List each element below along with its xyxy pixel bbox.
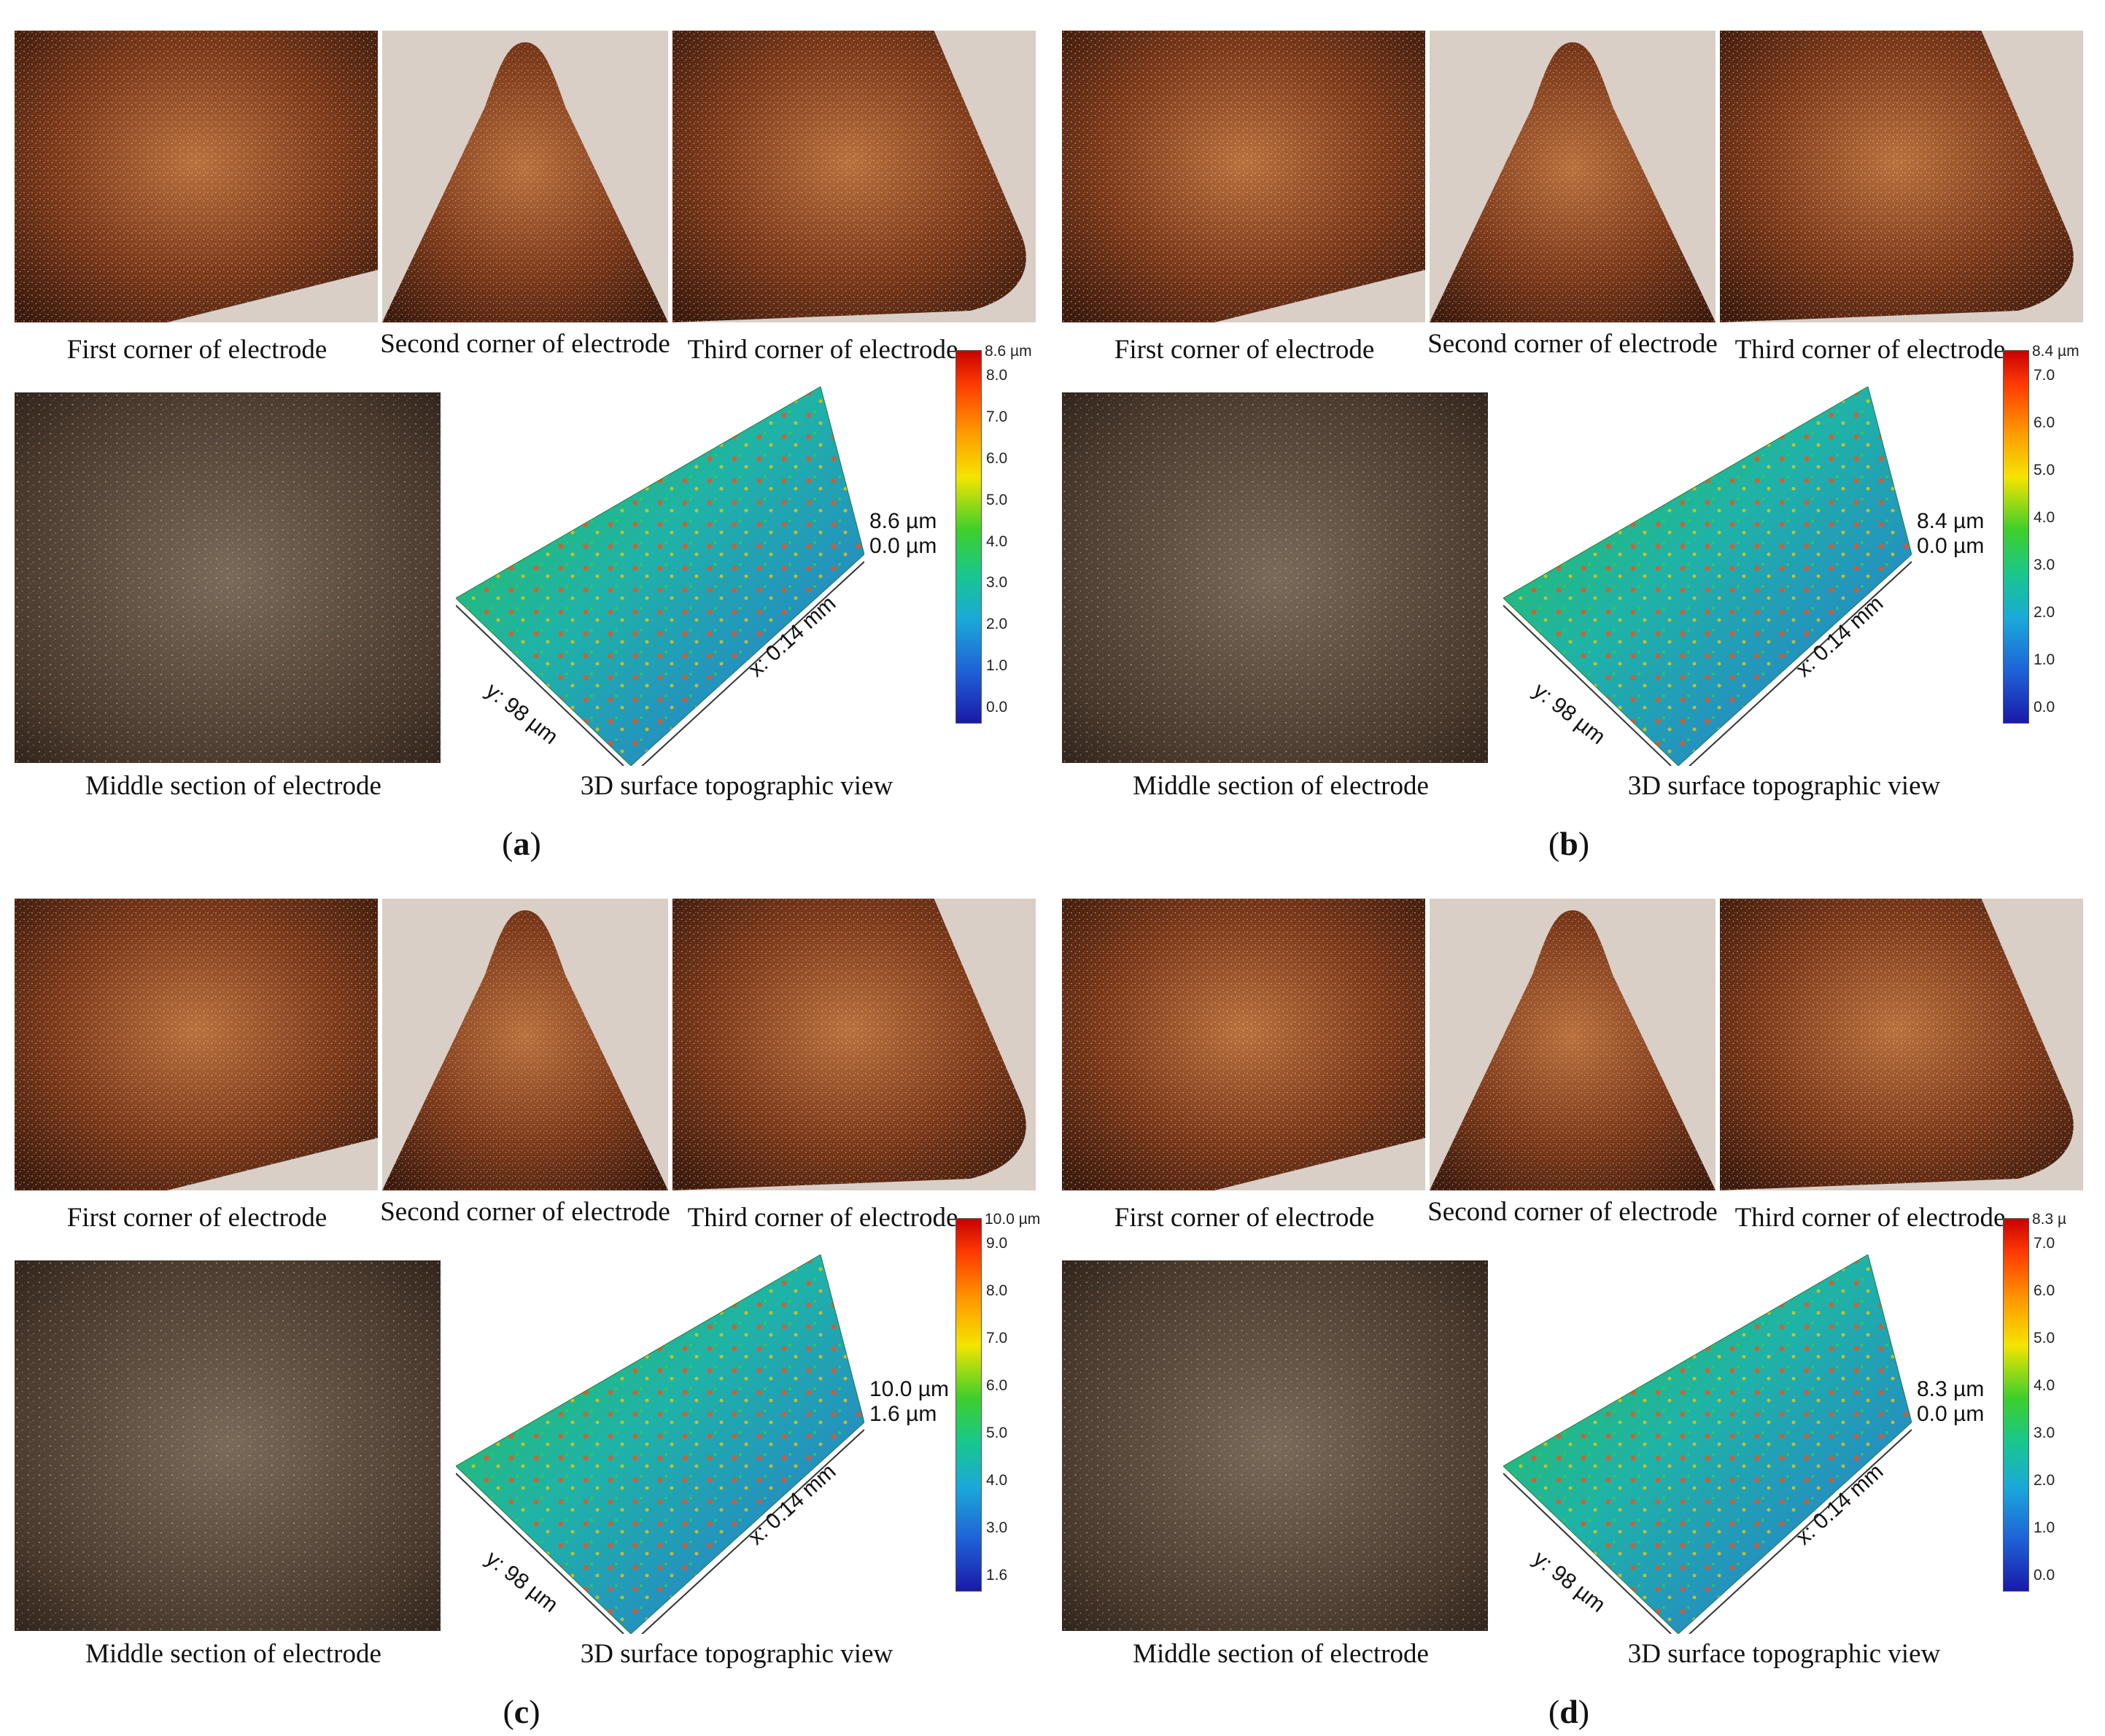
- third-corner-photo: [672, 899, 1036, 1190]
- surface-3d-plot: [1503, 1255, 1912, 1634]
- colorbar-tick: 5.0: [2034, 1330, 2055, 1346]
- middle-section-caption: Middle section of electrode: [85, 771, 381, 801]
- first-corner-caption: First corner of electrode: [1114, 1203, 1375, 1233]
- height-max-label: 8.4 µm: [1917, 509, 1985, 533]
- middle-section-photo: [15, 1260, 441, 1631]
- surface-3d-plot: [456, 1255, 864, 1634]
- colorbar-tick: 2.0: [986, 616, 1008, 633]
- panel-d: First corner of electrode Second corner …: [1062, 890, 2090, 1736]
- height-max-label: 10.0 µm: [869, 1377, 949, 1401]
- third-corner-photo: [1720, 899, 2083, 1190]
- colorbar-tick: 2.0: [2034, 1472, 2055, 1489]
- middle-section-photo: [15, 392, 441, 763]
- third-corner-caption: Third corner of electrode: [687, 1203, 958, 1233]
- colorbar-tick: 8.0: [986, 367, 1008, 384]
- third-corner-caption: Third corner of electrode: [1734, 1203, 2006, 1233]
- second-corner-photo: [382, 899, 668, 1190]
- colorbar-tick: 0.0: [2034, 699, 2055, 716]
- first-corner-photo: [1062, 899, 1425, 1190]
- surface-view-caption: 3D surface topographic view: [580, 1639, 893, 1669]
- panel-a: First corner of electrode Second corner …: [15, 22, 1043, 868]
- height-max-label: 8.6 µm: [869, 509, 937, 533]
- height-min-label: 0.0 µm: [869, 534, 937, 558]
- middle-section-caption: Middle section of electrode: [1133, 771, 1429, 801]
- panel-letter: (a): [502, 825, 541, 862]
- first-corner-photo: [1062, 31, 1425, 322]
- colorbar-tick: 6.0: [986, 1377, 1008, 1394]
- second-corner-caption: Second corner of electrode: [1427, 1197, 1718, 1227]
- panel-b: First corner of electrode Second corner …: [1062, 22, 2090, 868]
- colorbar-tick: 5.0: [2034, 462, 2055, 478]
- colorbar-tick: 4.0: [2034, 1377, 2055, 1394]
- panel-letter: (b): [1548, 825, 1590, 862]
- surface-3d-plot: [456, 387, 864, 766]
- colorbar-tick: 4.0: [2034, 509, 2055, 526]
- colorbar-tick: 3.0: [2034, 557, 2055, 573]
- colorbar-tick: 3.0: [986, 574, 1008, 592]
- surface-3d-plot: [1503, 387, 1912, 766]
- third-corner-photo: [672, 31, 1036, 322]
- colorbar-tick: 8.0: [986, 1282, 1008, 1299]
- third-corner-caption: Third corner of electrode: [687, 335, 958, 365]
- middle-section-photo: [1062, 392, 1488, 763]
- colorbar-top-label: 8.3 µ: [2032, 1211, 2067, 1228]
- panel-letter: (c): [503, 1693, 540, 1730]
- height-max-label: 8.3 µm: [1917, 1377, 1985, 1401]
- colorbar-tick: 6.0: [986, 449, 1008, 467]
- colorbar-tick: 7.0: [2034, 1235, 2055, 1252]
- colorbar-tick: 7.0: [2034, 367, 2055, 384]
- first-corner-photo: [15, 31, 378, 322]
- colorbar-tick: 9.0: [986, 1235, 1008, 1252]
- second-corner-caption: Second corner of electrode: [380, 329, 670, 359]
- colorbar-tick: 4.0: [986, 1472, 1008, 1489]
- second-corner-photo: [1430, 899, 1716, 1190]
- first-corner-caption: First corner of electrode: [66, 1203, 327, 1233]
- second-corner-photo: [382, 31, 668, 322]
- colorbar-tick: 5.0: [986, 1425, 1008, 1441]
- colorbar-tick: 1.0: [2034, 651, 2055, 668]
- middle-section-caption: Middle section of electrode: [1133, 1639, 1429, 1669]
- color-scale-bar: [2003, 350, 2029, 724]
- surface-view-caption: 3D surface topographic view: [1627, 771, 1941, 801]
- color-scale-bar: [955, 350, 982, 724]
- colorbar-tick: 5.0: [986, 491, 1008, 508]
- height-min-label: 0.0 µm: [1917, 1402, 1985, 1426]
- third-corner-photo: [1720, 31, 2083, 322]
- first-corner-photo: [15, 899, 378, 1190]
- first-corner-caption: First corner of electrode: [66, 335, 327, 365]
- surface-view-caption: 3D surface topographic view: [1627, 1639, 1941, 1669]
- panel-c: First corner of electrode Second corner …: [15, 890, 1043, 1736]
- colorbar-tick: 1.6: [986, 1567, 1008, 1584]
- height-min-label: 1.6 µm: [869, 1402, 937, 1426]
- second-corner-photo: [1430, 31, 1716, 322]
- surface-view-caption: 3D surface topographic view: [580, 771, 893, 801]
- colorbar-tick: 7.0: [986, 1330, 1008, 1346]
- colorbar-tick: 0.0: [2034, 1567, 2055, 1584]
- colorbar-top-label: 8.6 µm: [985, 343, 1032, 360]
- color-scale-bar: [2003, 1218, 2029, 1592]
- colorbar-tick: 6.0: [2034, 1282, 2055, 1299]
- middle-section-caption: Middle section of electrode: [85, 1639, 381, 1669]
- panel-letter: (d): [1548, 1693, 1590, 1730]
- colorbar-tick: 3.0: [2034, 1425, 2055, 1441]
- colorbar-tick: 4.0: [986, 532, 1008, 550]
- colorbar-tick: 1.0: [986, 657, 1008, 675]
- first-corner-caption: First corner of electrode: [1114, 335, 1375, 365]
- colorbar-top-label: 8.4 µm: [2032, 343, 2079, 360]
- colorbar-tick: 6.0: [2034, 414, 2055, 431]
- colorbar-top-label: 10.0 µm: [985, 1211, 1041, 1228]
- colorbar-tick: 1.0: [2034, 1519, 2055, 1536]
- colorbar-tick: 3.0: [986, 1519, 1008, 1536]
- colorbar-tick: 7.0: [986, 408, 1008, 425]
- color-scale-bar: [955, 1218, 982, 1592]
- third-corner-caption: Third corner of electrode: [1734, 335, 2006, 365]
- colorbar-tick: 0.0: [986, 699, 1008, 716]
- height-min-label: 0.0 µm: [1917, 534, 1985, 558]
- colorbar-tick: 2.0: [2034, 604, 2055, 621]
- second-corner-caption: Second corner of electrode: [1427, 329, 1718, 359]
- second-corner-caption: Second corner of electrode: [380, 1197, 670, 1227]
- middle-section-photo: [1062, 1260, 1488, 1631]
